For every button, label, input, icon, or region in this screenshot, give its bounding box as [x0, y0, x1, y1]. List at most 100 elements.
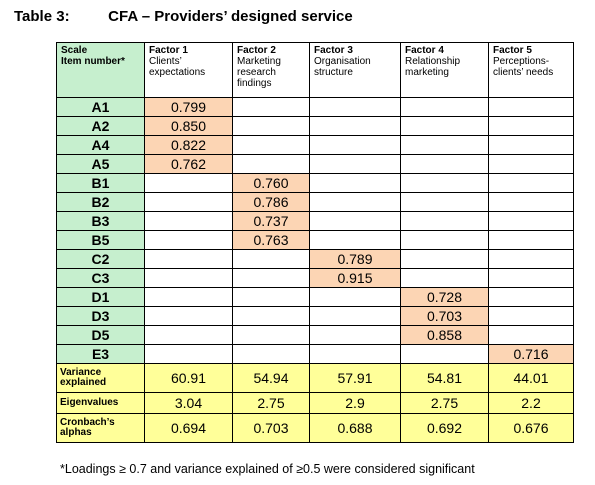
stats-row: Variance explained 60.91 54.94 57.91 54.81 44…	[56, 363, 574, 393]
loading-cell: 0.850	[144, 116, 233, 136]
stats-value: 0.692	[400, 413, 489, 443]
stats-row: Cronbach’s alphas 0.694 0.703 0.688 0.692 0.6…	[56, 413, 574, 443]
empty-cell	[232, 116, 310, 136]
empty-cell	[144, 192, 233, 212]
table-row: D5 0.858	[56, 325, 574, 345]
factor-1-desc: Clients’ expectations	[149, 56, 206, 78]
stats-value: 2.75	[400, 392, 489, 414]
empty-cell	[144, 325, 233, 345]
empty-cell	[488, 135, 574, 155]
empty-cell	[309, 325, 401, 345]
table-row: A4 0.822	[56, 135, 574, 155]
factor-3-name: Factor 3	[314, 45, 353, 56]
table-row: D3 0.703	[56, 306, 574, 326]
factor-5-desc: Perceptions-clients’ needs	[493, 56, 554, 78]
empty-cell	[488, 306, 574, 326]
header-row: Scale Item number* Factor 1 Clients’ expe…	[56, 42, 574, 98]
stats-value: 44.01	[488, 363, 574, 393]
loading-cell: 0.858	[400, 325, 489, 345]
empty-cell	[488, 154, 574, 174]
empty-cell	[144, 287, 233, 307]
empty-cell	[488, 97, 574, 117]
item-label: D1	[56, 287, 145, 307]
header-factor-2: Factor 2 Marketing research findings	[232, 42, 310, 98]
empty-cell	[232, 325, 310, 345]
empty-cell	[400, 268, 489, 288]
item-label: A4	[56, 135, 145, 155]
empty-cell	[488, 116, 574, 136]
stats-value: 3.04	[144, 392, 233, 414]
loading-cell: 0.762	[144, 154, 233, 174]
factor-2-desc: Marketing research findings	[237, 56, 281, 89]
empty-cell	[400, 97, 489, 117]
item-label: B2	[56, 192, 145, 212]
empty-cell	[488, 173, 574, 193]
header-scale-cell: Scale Item number*	[56, 42, 145, 98]
stats-value: 0.688	[309, 413, 401, 443]
stats-value: 54.94	[232, 363, 310, 393]
table-number: Table 3:	[14, 8, 70, 25]
empty-cell	[400, 154, 489, 174]
factor-2-name: Factor 2	[237, 45, 276, 56]
empty-cell	[232, 306, 310, 326]
empty-cell	[400, 192, 489, 212]
empty-cell	[309, 344, 401, 364]
stats-value: 2.2	[488, 392, 574, 414]
loading-cell: 0.728	[400, 287, 489, 307]
empty-cell	[309, 173, 401, 193]
header-scale: Scale	[61, 45, 88, 56]
empty-cell	[309, 154, 401, 174]
item-label: B3	[56, 211, 145, 231]
loading-cell: 0.786	[232, 192, 310, 212]
empty-cell	[232, 154, 310, 174]
factor-4-desc: Relationship marketing	[405, 56, 461, 78]
loading-cell: 0.703	[400, 306, 489, 326]
empty-cell	[400, 173, 489, 193]
table-row: D1 0.728	[56, 287, 574, 307]
stats-value: 0.703	[232, 413, 310, 443]
empty-cell	[309, 97, 401, 117]
stats-value: 2.75	[232, 392, 310, 414]
table-row: A5 0.762	[56, 154, 574, 174]
empty-cell	[309, 287, 401, 307]
empty-cell	[232, 97, 310, 117]
item-label: E3	[56, 344, 145, 364]
stats-value: 54.81	[400, 363, 489, 393]
item-label: D5	[56, 325, 145, 345]
empty-cell	[488, 287, 574, 307]
empty-cell	[309, 306, 401, 326]
loading-cell: 0.760	[232, 173, 310, 193]
loading-cell: 0.737	[232, 211, 310, 231]
loading-cell: 0.822	[144, 135, 233, 155]
empty-cell	[309, 192, 401, 212]
item-label: A2	[56, 116, 145, 136]
empty-cell	[400, 116, 489, 136]
stats-label: Cronbach’s alphas	[56, 413, 145, 443]
stats-label: Eigenvalues	[56, 392, 145, 414]
factor-1-name: Factor 1	[149, 45, 188, 56]
empty-cell	[144, 268, 233, 288]
empty-cell	[232, 344, 310, 364]
empty-cell	[232, 135, 310, 155]
header-factor-5: Factor 5 Perceptions-clients’ needs	[488, 42, 574, 98]
item-label: B1	[56, 173, 145, 193]
empty-cell	[232, 268, 310, 288]
empty-cell	[144, 249, 233, 269]
empty-cell	[309, 135, 401, 155]
loading-cell: 0.763	[232, 230, 310, 250]
footnote: *Loadings ≥ 0.7 and variance explained o…	[60, 462, 475, 476]
loading-cell: 0.799	[144, 97, 233, 117]
empty-cell	[488, 211, 574, 231]
table-title: Table 3: CFA – Providers’ designed servi…	[14, 8, 353, 25]
item-label: C3	[56, 268, 145, 288]
empty-cell	[144, 211, 233, 231]
empty-cell	[488, 325, 574, 345]
item-label: A1	[56, 97, 145, 117]
table-row: B1 0.760	[56, 173, 574, 193]
factor-5-name: Factor 5	[493, 45, 532, 56]
empty-cell	[309, 230, 401, 250]
stats-value: 0.694	[144, 413, 233, 443]
table-caption: CFA – Providers’ designed service	[108, 8, 353, 25]
empty-cell	[232, 249, 310, 269]
header-item-number: Item number*	[61, 56, 125, 67]
